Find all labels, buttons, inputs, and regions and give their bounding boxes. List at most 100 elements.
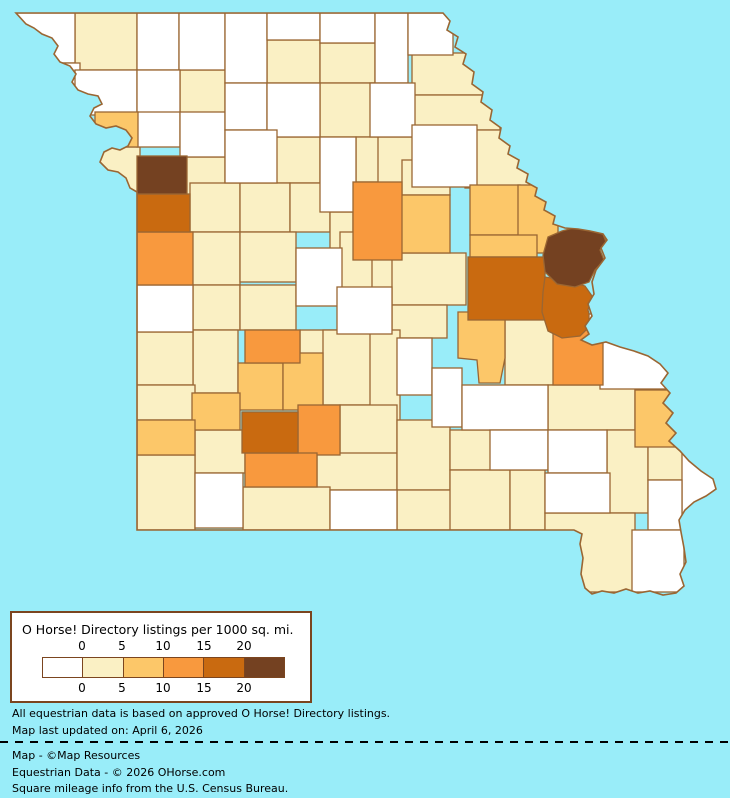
county-shape	[191, 392, 241, 431]
county-shape	[547, 429, 608, 474]
county-shape	[319, 42, 376, 84]
legend-tick: 10	[155, 639, 171, 653]
county-shape	[544, 472, 611, 514]
county-shape	[136, 454, 196, 531]
county-shape	[329, 489, 398, 531]
water-mask	[0, 0, 730, 600]
county-shape	[194, 472, 244, 529]
county-shape	[631, 529, 685, 593]
legend-tick: 5	[118, 639, 126, 653]
legend-swatch	[122, 658, 163, 677]
county-shape	[489, 429, 549, 471]
note-last-updated: Map last updated on: April 6, 2026	[12, 724, 203, 737]
legend-tick: 0	[78, 639, 86, 653]
missouri-choropleth-map	[0, 0, 730, 600]
note-data-source: All equestrian data is based on approved…	[12, 707, 391, 720]
county-shape	[542, 226, 607, 288]
credit-map: Map - ©Map Resources	[12, 749, 141, 762]
county-shape	[266, 82, 321, 138]
county-shape	[461, 384, 549, 431]
county-shape	[244, 329, 301, 364]
county-shape	[136, 384, 196, 421]
legend-tick: 20	[236, 639, 252, 653]
county-shape	[374, 12, 409, 84]
county-shape	[136, 69, 181, 116]
county-shape	[194, 429, 246, 474]
legend-swatch	[82, 658, 123, 677]
county-shape	[136, 419, 196, 456]
legend-swatch	[43, 658, 83, 677]
legend-tick: 20	[236, 681, 252, 695]
credit-equestrian-data: Equestrian Data - © 2026 OHorse.com	[12, 765, 226, 779]
county-shape	[396, 489, 453, 531]
county-shape	[237, 362, 284, 411]
county-shape	[136, 155, 188, 195]
county-shape	[192, 284, 241, 331]
missouri-map-svg	[0, 0, 730, 600]
county-shape	[467, 256, 546, 321]
legend-tick: 15	[196, 639, 212, 653]
county-shape	[179, 69, 226, 116]
legend-swatch	[243, 658, 284, 677]
county-shape	[136, 331, 194, 386]
county-shape	[178, 12, 226, 71]
legend-tick: 0	[78, 681, 86, 695]
legend-tick: 5	[118, 681, 126, 695]
county-shape	[239, 182, 291, 233]
legend-ticks-bottom: 0 5 10 15 20	[12, 681, 310, 695]
legend-color-ramp	[42, 657, 285, 678]
county-shape	[244, 452, 318, 488]
county-shape	[189, 182, 241, 233]
legend-swatch	[203, 658, 244, 677]
county-shape	[541, 276, 593, 339]
legend-swatch	[162, 658, 204, 677]
dashed-separator	[0, 741, 730, 743]
county-shape	[136, 12, 180, 71]
legend-ticks-top: 0 5 10 15 20	[12, 639, 310, 653]
legend-box: O Horse! Directory listings per 1000 sq.…	[10, 611, 312, 703]
county-shape	[179, 111, 226, 158]
county-shape	[411, 124, 478, 188]
county-shape	[224, 12, 268, 84]
county-shape	[266, 12, 321, 41]
county-shape	[136, 231, 194, 286]
state-outline	[14, 12, 717, 596]
legend-tick: 10	[155, 681, 171, 695]
county-shape	[352, 181, 403, 261]
county-shape	[239, 284, 297, 331]
county-shape	[469, 234, 538, 258]
county-shape	[295, 247, 343, 307]
county-shape	[316, 452, 398, 491]
county-shape	[239, 231, 297, 283]
legend-tick: 15	[196, 681, 212, 695]
county-shape	[369, 82, 416, 138]
county-shape	[192, 329, 239, 394]
county-shape	[224, 129, 278, 184]
county-shape	[547, 384, 636, 431]
county-shape	[397, 194, 451, 254]
county-shape	[297, 404, 341, 456]
county-shape	[336, 286, 393, 335]
county-shape	[647, 479, 683, 531]
county-shape	[322, 329, 376, 406]
county-shape	[266, 39, 321, 84]
map-notes: All equestrian data is based on approved…	[12, 705, 390, 739]
county-shape	[509, 469, 546, 531]
county-shape	[319, 82, 379, 138]
county-shape	[469, 184, 521, 236]
county-shape	[391, 252, 467, 306]
county-shape	[319, 136, 357, 213]
county-shape	[241, 411, 299, 454]
county-shape	[189, 231, 241, 286]
county-shape	[224, 82, 268, 131]
county-shape	[431, 367, 463, 428]
county-shape	[319, 12, 376, 44]
legend-title: O Horse! Directory listings per 1000 sq.…	[22, 622, 294, 637]
county-shape	[457, 311, 506, 384]
credit-square-mileage: Square mileage info from the U.S. Census…	[12, 782, 289, 795]
county-shape	[136, 193, 191, 233]
county-shape	[136, 284, 194, 333]
county-shape	[396, 419, 451, 491]
county-shape	[449, 469, 511, 531]
county-shape	[74, 12, 138, 71]
